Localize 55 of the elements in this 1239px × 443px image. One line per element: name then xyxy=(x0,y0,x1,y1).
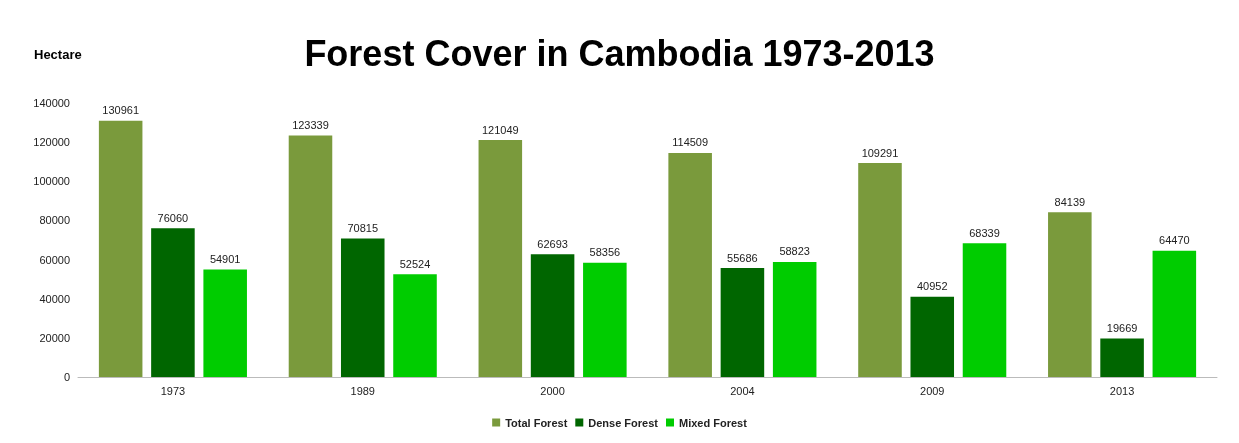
y-tick-label: 60000 xyxy=(39,253,70,266)
x-tick-label: 1989 xyxy=(350,384,375,397)
y-tick-label: 140000 xyxy=(33,97,70,109)
x-tick-label: 2000 xyxy=(540,384,565,397)
data-label: 76060 xyxy=(157,211,189,224)
data-label: 114509 xyxy=(672,136,709,149)
legend-label: Total Forest xyxy=(505,416,568,429)
data-label: 19669 xyxy=(1106,322,1138,335)
x-tick-label: 2013 xyxy=(1109,384,1135,397)
bar xyxy=(340,238,385,377)
bar xyxy=(1152,250,1197,377)
bar xyxy=(1100,338,1144,377)
bar xyxy=(98,120,143,377)
data-label: 109291 xyxy=(861,146,899,159)
data-label: 40952 xyxy=(916,280,948,293)
bar xyxy=(720,268,765,377)
data-label: 58823 xyxy=(779,245,810,258)
bar xyxy=(772,261,817,377)
legend-label: Dense Forest xyxy=(588,416,659,429)
x-tick-label: 2009 xyxy=(920,384,945,397)
y-tick-label: 80000 xyxy=(39,214,70,227)
data-label: 52524 xyxy=(399,257,431,270)
data-label: 68339 xyxy=(969,226,1000,239)
data-label: 84139 xyxy=(1054,195,1086,208)
y-tick-label: 120000 xyxy=(33,136,70,149)
y-tick-label: 0 xyxy=(63,371,70,383)
data-label: 54901 xyxy=(209,253,241,266)
bar xyxy=(203,269,247,377)
x-tick-label: 1973 xyxy=(160,384,186,397)
y-tick-label: 20000 xyxy=(39,331,70,344)
x-tick-label: 2004 xyxy=(730,384,755,397)
bar xyxy=(530,254,575,377)
data-label: 64470 xyxy=(1159,234,1190,247)
bar xyxy=(910,296,955,377)
y-tick-label: 100000 xyxy=(33,175,70,188)
bar xyxy=(858,163,902,377)
y-axis-title: Hectare xyxy=(34,47,82,62)
chart-title: Forest Cover in Cambodia 1973-2013 xyxy=(304,32,935,74)
data-label: 123339 xyxy=(292,119,329,132)
bar xyxy=(393,274,437,377)
data-label: 58356 xyxy=(589,246,621,259)
data-label: 62693 xyxy=(537,237,568,250)
bar xyxy=(288,135,333,377)
bar xyxy=(478,140,523,377)
bar xyxy=(583,262,627,377)
bar xyxy=(151,228,195,377)
data-label: 130961 xyxy=(102,104,140,117)
bar xyxy=(668,152,712,377)
legend-label: Mixed Forest xyxy=(678,416,748,429)
data-label: 55686 xyxy=(727,251,758,264)
bar xyxy=(962,243,1007,377)
data-label: 70815 xyxy=(347,221,379,234)
y-tick-label: 40000 xyxy=(39,292,70,305)
bar xyxy=(1048,212,1092,377)
data-label: 121049 xyxy=(481,123,519,136)
